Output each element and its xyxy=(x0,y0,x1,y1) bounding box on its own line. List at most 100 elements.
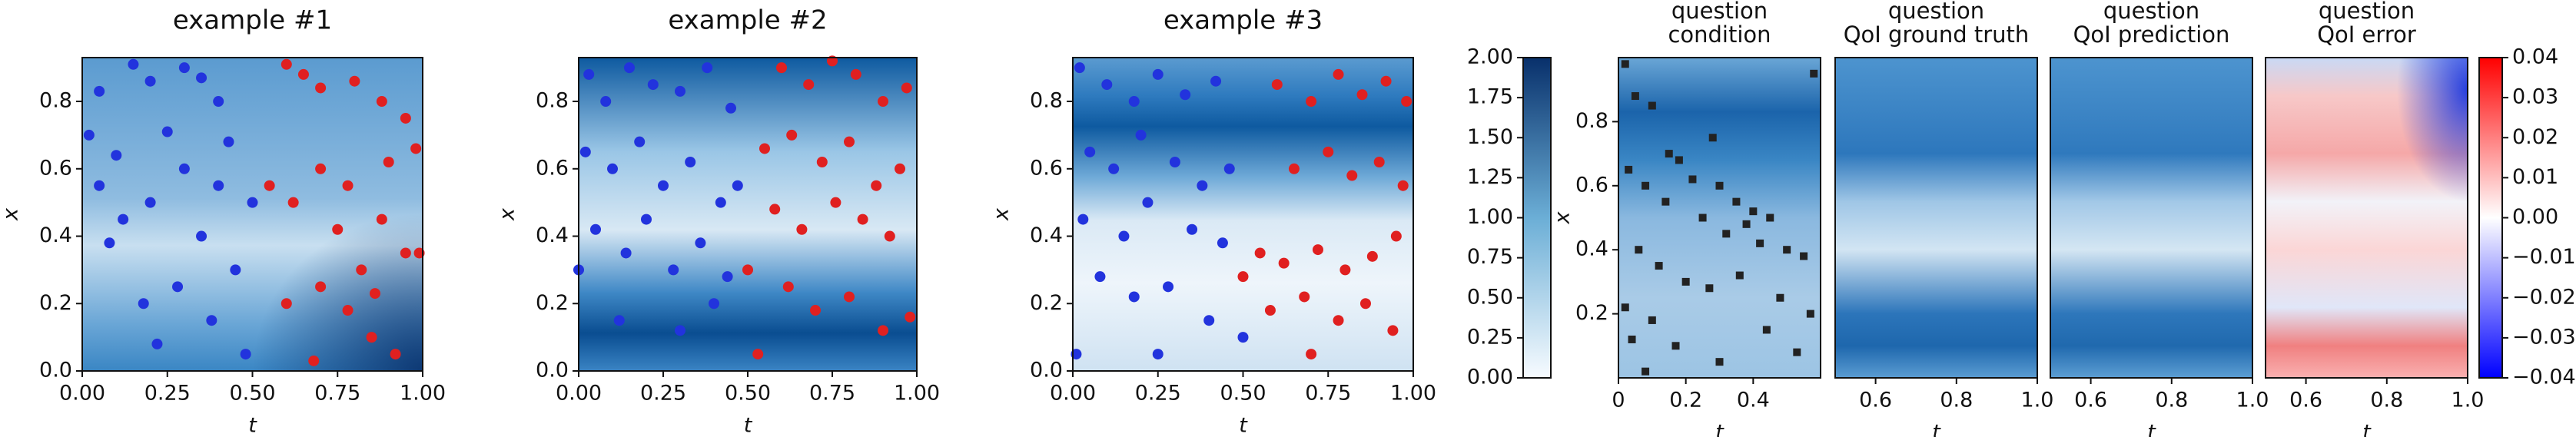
y-tick-label: 0.6 xyxy=(536,156,569,180)
y-tick-label: 0.8 xyxy=(1575,109,1608,133)
point xyxy=(196,230,207,242)
x-tick-label: 0.75 xyxy=(809,382,855,406)
point xyxy=(1197,180,1208,191)
plot-background xyxy=(1835,58,2037,378)
point xyxy=(315,281,327,293)
point xyxy=(1346,170,1358,181)
y-tick-label: 0.0 xyxy=(39,359,72,382)
chart-title: question xyxy=(2103,0,2199,24)
point xyxy=(1271,79,1283,91)
point xyxy=(600,96,612,108)
point xyxy=(1366,250,1378,262)
point xyxy=(1237,271,1249,283)
point xyxy=(1635,246,1643,254)
point xyxy=(786,129,798,141)
point xyxy=(702,62,713,74)
point xyxy=(850,68,861,80)
x-tick-label: 0.00 xyxy=(59,382,105,406)
y-tick-label: 1.25 xyxy=(1467,165,1513,189)
chart-title: QoI error xyxy=(2317,22,2416,48)
point xyxy=(685,157,696,167)
point xyxy=(715,197,726,208)
point xyxy=(752,349,764,360)
point xyxy=(1359,298,1371,310)
point xyxy=(128,58,139,70)
x-tick-label: 0.25 xyxy=(1135,382,1181,406)
point xyxy=(1742,220,1751,228)
point xyxy=(810,305,821,316)
point xyxy=(1135,129,1147,141)
point xyxy=(213,96,224,108)
point xyxy=(803,79,815,91)
point xyxy=(376,214,387,225)
x-tick-label: 0.6 xyxy=(2074,389,2107,412)
y-tick-label: 0.2 xyxy=(39,291,72,315)
point xyxy=(1625,165,1633,174)
point xyxy=(1142,197,1154,208)
point xyxy=(884,230,895,242)
point xyxy=(1810,69,1818,78)
y-tick-label: 0.8 xyxy=(1030,89,1063,113)
x-tick-label: 1.0 xyxy=(2021,389,2054,412)
point xyxy=(206,315,217,326)
point xyxy=(1333,68,1344,80)
point xyxy=(1401,96,1412,108)
x-tick-label: 0.8 xyxy=(2370,389,2403,412)
chart-title: question xyxy=(1888,0,1984,24)
point xyxy=(1671,342,1680,350)
point xyxy=(1387,325,1399,336)
point xyxy=(844,136,855,147)
point xyxy=(658,180,669,191)
y-tick-label: 0.6 xyxy=(39,156,72,180)
point xyxy=(297,68,309,80)
point xyxy=(1339,264,1351,276)
point xyxy=(1101,79,1113,91)
point xyxy=(675,85,685,97)
point xyxy=(104,237,115,249)
point xyxy=(1074,62,1085,74)
x-tick-label: 0.50 xyxy=(229,382,275,406)
point xyxy=(342,305,354,316)
y-tick-label: 2.00 xyxy=(1467,45,1513,69)
point xyxy=(1203,315,1215,326)
point xyxy=(196,72,207,84)
point xyxy=(1217,237,1228,249)
point xyxy=(1333,315,1344,326)
point xyxy=(1776,293,1784,302)
point xyxy=(1762,326,1771,334)
point xyxy=(1254,247,1266,259)
x-tick-label: 0.75 xyxy=(314,382,360,406)
point xyxy=(315,82,327,94)
point xyxy=(1675,156,1683,164)
point xyxy=(583,68,595,80)
plot-shade xyxy=(2266,58,2468,378)
y-tick-label: 0.00 xyxy=(2512,205,2558,229)
point xyxy=(634,136,646,147)
point xyxy=(172,281,184,293)
y-tick-label: 0.6 xyxy=(1575,173,1608,197)
point xyxy=(332,223,344,235)
point xyxy=(1735,271,1744,280)
point xyxy=(1648,101,1656,110)
chart-title: condition xyxy=(1668,22,1771,48)
point xyxy=(1722,230,1731,238)
point xyxy=(1715,181,1724,190)
point xyxy=(1642,181,1650,190)
point xyxy=(144,197,156,208)
point xyxy=(901,82,912,94)
plot-background xyxy=(1618,58,1821,378)
point xyxy=(383,157,394,167)
point xyxy=(111,150,122,161)
point xyxy=(830,197,842,208)
y-tick-label: 0.00 xyxy=(1467,366,1513,389)
axes-frame xyxy=(1618,57,1821,379)
point xyxy=(1800,252,1808,260)
point xyxy=(725,102,736,114)
point xyxy=(732,180,743,191)
x-axis-label: t xyxy=(1932,421,1941,437)
point xyxy=(905,311,916,323)
point xyxy=(1642,367,1650,376)
point xyxy=(1264,305,1276,316)
point xyxy=(1715,358,1724,366)
